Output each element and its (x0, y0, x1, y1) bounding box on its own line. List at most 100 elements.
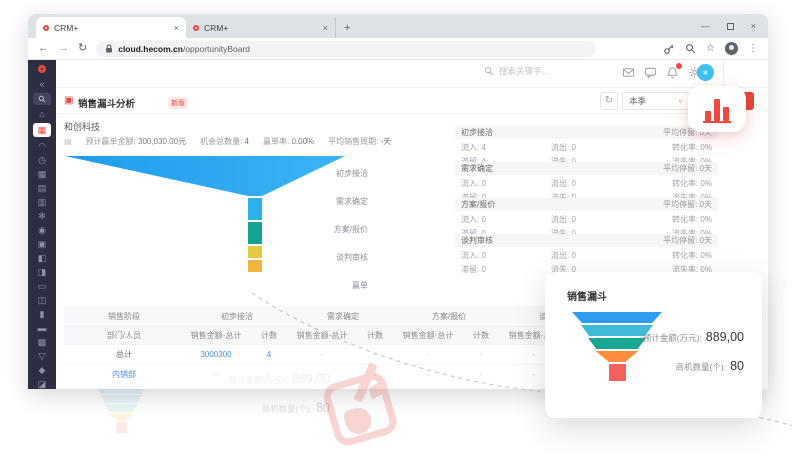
funnel-stage-4-segment[interactable] (248, 246, 262, 258)
chat-icon[interactable]: ◧ (37, 253, 47, 263)
table-subheader: 计数 (367, 331, 383, 340)
funnel-stage-3-segment[interactable] (248, 222, 262, 244)
bank-icon[interactable]: ▬ (37, 323, 47, 333)
page-title-tag: 新版 (168, 97, 188, 109)
tab-close-icon[interactable]: × (322, 22, 328, 33)
cell: - (426, 370, 430, 379)
target-icon[interactable]: ◉ (38, 225, 46, 235)
search-input[interactable] (499, 66, 589, 76)
table-header: 需求确定 (327, 311, 359, 321)
document-icon[interactable]: ▥ (37, 197, 47, 207)
url-field[interactable]: cloud.hecom.cn/opportunityBoard (96, 40, 597, 57)
app-topbar: ∗ (56, 60, 768, 88)
funnel-icon[interactable]: ▽ (38, 351, 46, 361)
url-text: cloud.hecom.cn/opportunityBoard (118, 43, 251, 54)
metric: 流失率: 0% (671, 265, 712, 274)
refresh-button[interactable]: ↻ (600, 92, 618, 110)
stage-name: 初步接洽 (461, 128, 493, 137)
funnel-stage-5-segment[interactable] (248, 260, 262, 272)
monitor-icon[interactable]: ▭ (37, 281, 47, 291)
stage-name: 需求确定 (461, 164, 493, 173)
gear-flower-icon[interactable]: ✻ (38, 211, 46, 221)
crm-favicon (193, 24, 199, 31)
funnel-stage-1-segment[interactable] (65, 156, 345, 196)
funnel-stage-2-segment[interactable] (248, 198, 262, 220)
window-minimize-button[interactable]: — (700, 21, 710, 31)
window-close-button[interactable]: × (750, 21, 756, 31)
user-card-icon[interactable]: ◪ (37, 379, 47, 389)
funnel-board-icon: ▦ (37, 124, 47, 135)
user-avatar[interactable]: ∗ (697, 64, 714, 81)
period-select[interactable]: 本季 ∨ (622, 92, 690, 110)
global-search[interactable] (484, 66, 589, 76)
stage-label: 方案/报价 (333, 225, 368, 234)
bookmark-star-icon[interactable]: ☆ (706, 43, 715, 54)
sidebar-item-funnel-analysis[interactable]: ▦ (33, 123, 51, 137)
metric: 流失: 0 (551, 192, 646, 203)
browser-tab-inactive[interactable]: CRM+ × (186, 17, 336, 38)
row-name-link[interactable]: 内销部 (112, 370, 136, 379)
table-subheader: 销售金额-总计 (402, 331, 454, 340)
file-icon[interactable]: ▤ (37, 183, 47, 193)
calendar-icon[interactable]: ▦ (37, 169, 47, 179)
cube-icon[interactable]: ◆ (38, 365, 46, 375)
building-icon[interactable]: ▮ (39, 309, 45, 319)
sidebar-search-button[interactable] (33, 92, 51, 105)
bar-chart-icon (703, 99, 731, 123)
browser-menu-icon[interactable]: ⋮ (748, 43, 758, 54)
table-subheader: 销售金额-总计 (296, 331, 348, 340)
chart-launcher-card[interactable] (688, 86, 746, 132)
mail-icon[interactable] (622, 66, 635, 79)
reload-button[interactable]: ↻ (78, 42, 88, 54)
new-tab-button[interactable]: + (344, 22, 351, 34)
cloud-icon[interactable]: ◠ (38, 141, 46, 151)
chart-icon[interactable]: ◫ (37, 295, 47, 305)
cell: - (214, 370, 218, 379)
message-icon[interactable]: ◨ (37, 267, 47, 277)
home-icon[interactable]: ⌂ (39, 109, 45, 119)
stage-detail-block: 方案/报价 平均停留: 0天 流入: 0 流出: 0 转化率: 0% 滞留: 0流失:… (455, 198, 718, 238)
back-button[interactable]: ← (38, 42, 49, 54)
forward-button[interactable]: → (58, 42, 69, 54)
cell: - (320, 350, 324, 359)
metric: 流失: 0 (551, 156, 646, 167)
table-header: 方案/报价 (431, 311, 467, 321)
search-address-icon[interactable] (685, 43, 696, 54)
clock-icon[interactable]: ◷ (38, 155, 46, 165)
stage-label: 谈判审核 (336, 253, 368, 262)
window-maximize-button[interactable] (726, 22, 734, 30)
tab-title: CRM+ (204, 22, 229, 33)
chevron-down-icon: ∨ (677, 98, 683, 105)
card-title: 销售漏斗 (567, 292, 607, 303)
avg-stay: 平均停留: 0天 (663, 164, 712, 173)
lock-icon (106, 44, 113, 53)
stage-label: 需求确定 (336, 197, 368, 206)
key-icon[interactable] (663, 43, 675, 55)
amount-link[interactable]: 3000300 (200, 350, 232, 359)
crm-favicon (43, 24, 49, 31)
sales-funnel-card: 销售漏斗 预计金额(万元): 889,00 商机数量(个): 80 (545, 272, 762, 418)
metric: 流出: 0 (551, 215, 576, 224)
message-bubble-icon[interactable] (644, 66, 657, 79)
metric: 流入: 0 (461, 251, 486, 260)
stage-name: 方案/报价 (461, 200, 496, 209)
table-header: 初步接洽 (221, 311, 253, 321)
cell: - (426, 350, 430, 359)
browser-profile-avatar[interactable] (725, 42, 738, 55)
card-funnel-segment-5 (609, 364, 626, 381)
id-card-icon[interactable]: ▣ (37, 239, 47, 249)
cell: - (479, 370, 483, 379)
metric: 流入: 4 (461, 143, 486, 152)
tab-close-icon[interactable]: × (173, 22, 179, 33)
page-title: 销售漏斗分析 (78, 99, 136, 110)
count-link[interactable]: 4 (266, 350, 272, 359)
browser-tab-active[interactable]: CRM+ × (36, 17, 186, 38)
stat-opportunity-count: 机会总数量: 4 (200, 137, 249, 146)
bell-icon[interactable] (666, 63, 682, 79)
list-icon: ▤ (64, 137, 72, 146)
table-subheader: 计数 (473, 331, 489, 340)
search-icon (38, 95, 46, 103)
notification-badge (676, 63, 682, 69)
collapse-icon[interactable]: « (39, 78, 45, 89)
grid-icon[interactable]: ▩ (37, 337, 47, 347)
